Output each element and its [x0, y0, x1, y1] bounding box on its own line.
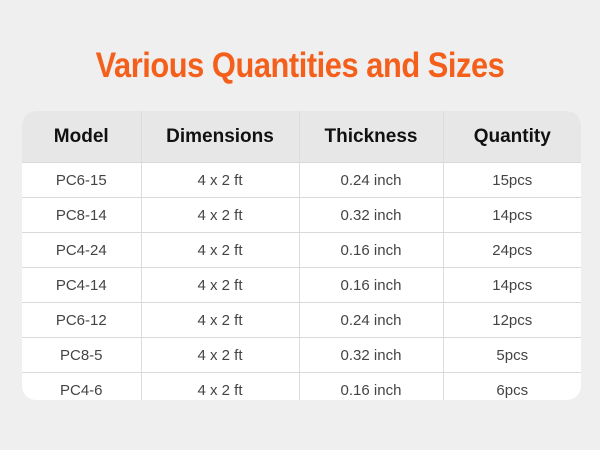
- cell-model: PC4-6: [22, 372, 141, 400]
- table-row: PC4-24 4 x 2 ft 0.16 inch 24pcs: [22, 232, 581, 268]
- table-header-row: Model Dimensions Thickness Quantity: [22, 111, 581, 163]
- cell-thickness: 0.16 inch: [298, 372, 443, 400]
- cell-quantity: 15pcs: [442, 162, 581, 198]
- cell-model: PC6-15: [22, 162, 141, 198]
- cell-thickness: 0.24 inch: [298, 162, 443, 198]
- cell-quantity: 6pcs: [442, 372, 581, 400]
- header-dimensions: Dimensions: [140, 111, 299, 163]
- cell-thickness: 0.16 inch: [298, 232, 443, 268]
- cell-quantity: 5pcs: [442, 337, 581, 373]
- header-thickness: Thickness: [298, 111, 443, 163]
- header-model: Model: [22, 111, 141, 163]
- cell-thickness: 0.32 inch: [298, 337, 443, 373]
- cell-quantity: 14pcs: [442, 197, 581, 233]
- cell-model: PC6-12: [22, 302, 141, 338]
- cell-model: PC8-14: [22, 197, 141, 233]
- cell-thickness: 0.32 inch: [298, 197, 443, 233]
- cell-quantity: 12pcs: [442, 302, 581, 338]
- cell-dimensions: 4 x 2 ft: [140, 162, 299, 198]
- cell-dimensions: 4 x 2 ft: [140, 337, 299, 373]
- header-quantity: Quantity: [442, 111, 581, 163]
- cell-dimensions: 4 x 2 ft: [140, 372, 299, 400]
- cell-dimensions: 4 x 2 ft: [140, 232, 299, 268]
- table-row: PC8-5 4 x 2 ft 0.32 inch 5pcs: [22, 337, 581, 373]
- table-row: PC8-14 4 x 2 ft 0.32 inch 14pcs: [22, 197, 581, 233]
- cell-dimensions: 4 x 2 ft: [140, 302, 299, 338]
- cell-model: PC4-24: [22, 232, 141, 268]
- spec-table: Model Dimensions Thickness Quantity PC6-…: [22, 111, 581, 400]
- table-row: PC6-15 4 x 2 ft 0.24 inch 15pcs: [22, 162, 581, 198]
- cell-dimensions: 4 x 2 ft: [140, 197, 299, 233]
- cell-quantity: 14pcs: [442, 267, 581, 303]
- cell-thickness: 0.16 inch: [298, 267, 443, 303]
- cell-model: PC4-14: [22, 267, 141, 303]
- table-row: PC4-6 4 x 2 ft 0.16 inch 6pcs: [22, 372, 581, 400]
- table-row: PC4-14 4 x 2 ft 0.16 inch 14pcs: [22, 267, 581, 303]
- cell-dimensions: 4 x 2 ft: [140, 267, 299, 303]
- cell-thickness: 0.24 inch: [298, 302, 443, 338]
- page-title: Various Quantities and Sizes: [95, 46, 505, 85]
- cell-model: PC8-5: [22, 337, 141, 373]
- cell-quantity: 24pcs: [442, 232, 581, 268]
- table-row: PC6-12 4 x 2 ft 0.24 inch 12pcs: [22, 302, 581, 338]
